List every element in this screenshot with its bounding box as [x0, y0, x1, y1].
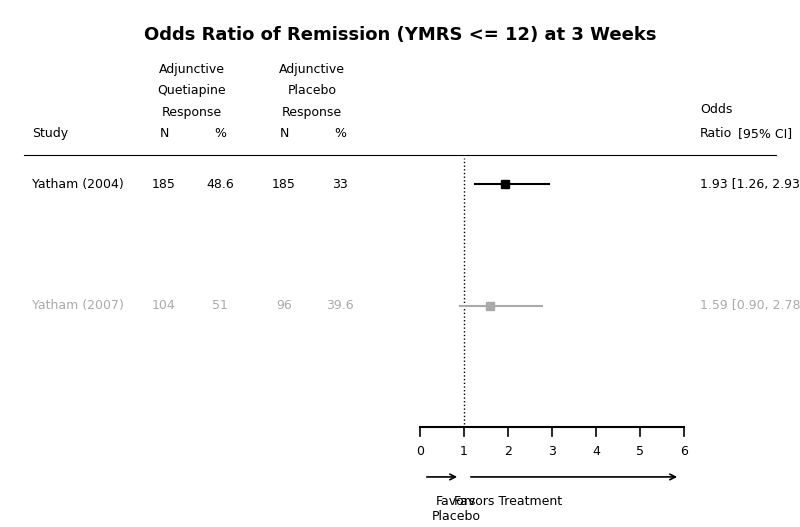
Text: Favors Treatment: Favors Treatment	[454, 495, 562, 509]
Text: Odds: Odds	[700, 103, 732, 116]
Text: Quetiapine: Quetiapine	[158, 84, 226, 97]
Text: 6: 6	[680, 445, 688, 458]
Text: Yatham (2007): Yatham (2007)	[32, 299, 124, 312]
Text: N: N	[279, 126, 289, 140]
Text: Ratio: Ratio	[700, 126, 732, 140]
Text: 5: 5	[636, 445, 644, 458]
Text: 4: 4	[592, 445, 600, 458]
Text: Odds Ratio of Remission (YMRS <= 12) at 3 Weeks: Odds Ratio of Remission (YMRS <= 12) at …	[144, 26, 656, 44]
Text: 185: 185	[272, 178, 296, 191]
Text: 51: 51	[212, 299, 228, 312]
Text: Favors
Placebo: Favors Placebo	[431, 495, 481, 523]
Text: 1.59 [0.90, 2.78]: 1.59 [0.90, 2.78]	[700, 299, 800, 312]
Text: 1: 1	[460, 445, 468, 458]
Text: Response: Response	[282, 105, 342, 119]
Text: 1.93 [1.26, 2.93]: 1.93 [1.26, 2.93]	[700, 178, 800, 191]
Text: Adjunctive: Adjunctive	[159, 63, 225, 76]
Text: Study: Study	[32, 126, 68, 140]
Text: 3: 3	[548, 445, 556, 458]
Text: 48.6: 48.6	[206, 178, 234, 191]
Text: N: N	[159, 126, 169, 140]
Text: [95% CI]: [95% CI]	[738, 126, 792, 140]
Text: 104: 104	[152, 299, 176, 312]
Text: 39.6: 39.6	[326, 299, 354, 312]
Text: Response: Response	[162, 105, 222, 119]
Text: 2: 2	[504, 445, 512, 458]
Text: 96: 96	[276, 299, 292, 312]
Text: Yatham (2004): Yatham (2004)	[32, 178, 124, 191]
Text: 185: 185	[152, 178, 176, 191]
Text: 0: 0	[416, 445, 424, 458]
Text: Placebo: Placebo	[287, 84, 337, 97]
Text: 33: 33	[332, 178, 348, 191]
Text: Adjunctive: Adjunctive	[279, 63, 345, 76]
Text: %: %	[214, 126, 226, 140]
Text: %: %	[334, 126, 346, 140]
